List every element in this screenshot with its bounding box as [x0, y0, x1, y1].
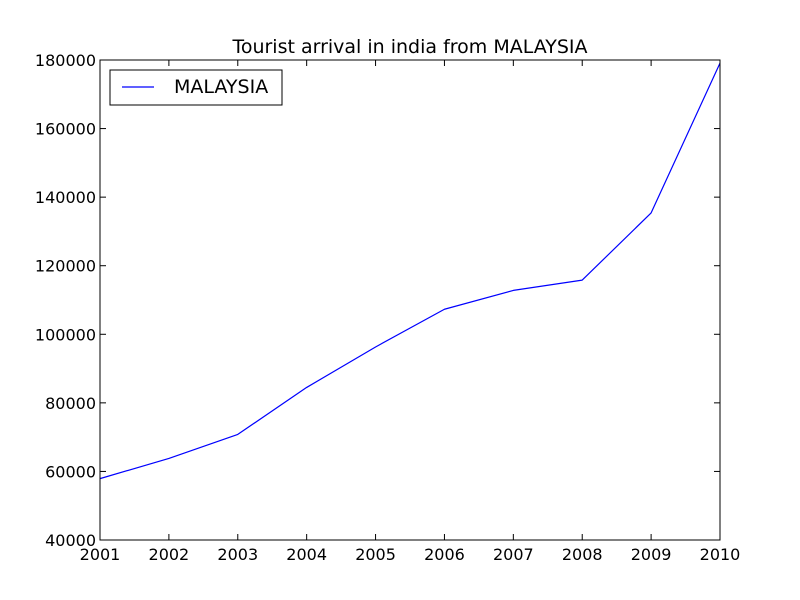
y-tick-label: 180000: [35, 51, 96, 70]
y-tick-label: 60000: [45, 462, 96, 481]
series-layer: [99, 62, 721, 480]
y-tick-label: 120000: [35, 257, 96, 276]
x-tick-label: 2003: [217, 545, 258, 564]
x-tick-label: 2010: [700, 545, 741, 564]
x-tick-label: 2006: [424, 545, 465, 564]
x-tick-label: 2004: [286, 545, 327, 564]
x-tick-label: 2002: [149, 545, 190, 564]
plot-area: [100, 60, 720, 540]
y-tick-label: 160000: [35, 120, 96, 139]
x-tick-label: 2005: [355, 545, 396, 564]
x-tick-label: 2008: [562, 545, 603, 564]
axis-ticks: 2001 2002 2003 2004 2005 2006 2007 2008 2009 2010…: [35, 51, 740, 564]
plot-frame: [99, 59, 721, 541]
legend: MALAYSIA: [109, 69, 283, 106]
x-tick-label: 2001: [80, 545, 121, 564]
y-tick-label: 140000: [35, 188, 96, 207]
y-tick-label: 100000: [35, 325, 96, 344]
x-tick-label: 2007: [493, 545, 534, 564]
legend-label-malaysia: MALAYSIA: [174, 76, 268, 98]
x-tick-label: 2009: [631, 545, 672, 564]
series-line-malaysia: [99, 62, 721, 480]
y-tick-label: 40000: [45, 531, 96, 550]
y-tick-label: 80000: [45, 394, 96, 413]
chart-title: Tourist arrival in india from MALAYSIA: [231, 36, 587, 58]
